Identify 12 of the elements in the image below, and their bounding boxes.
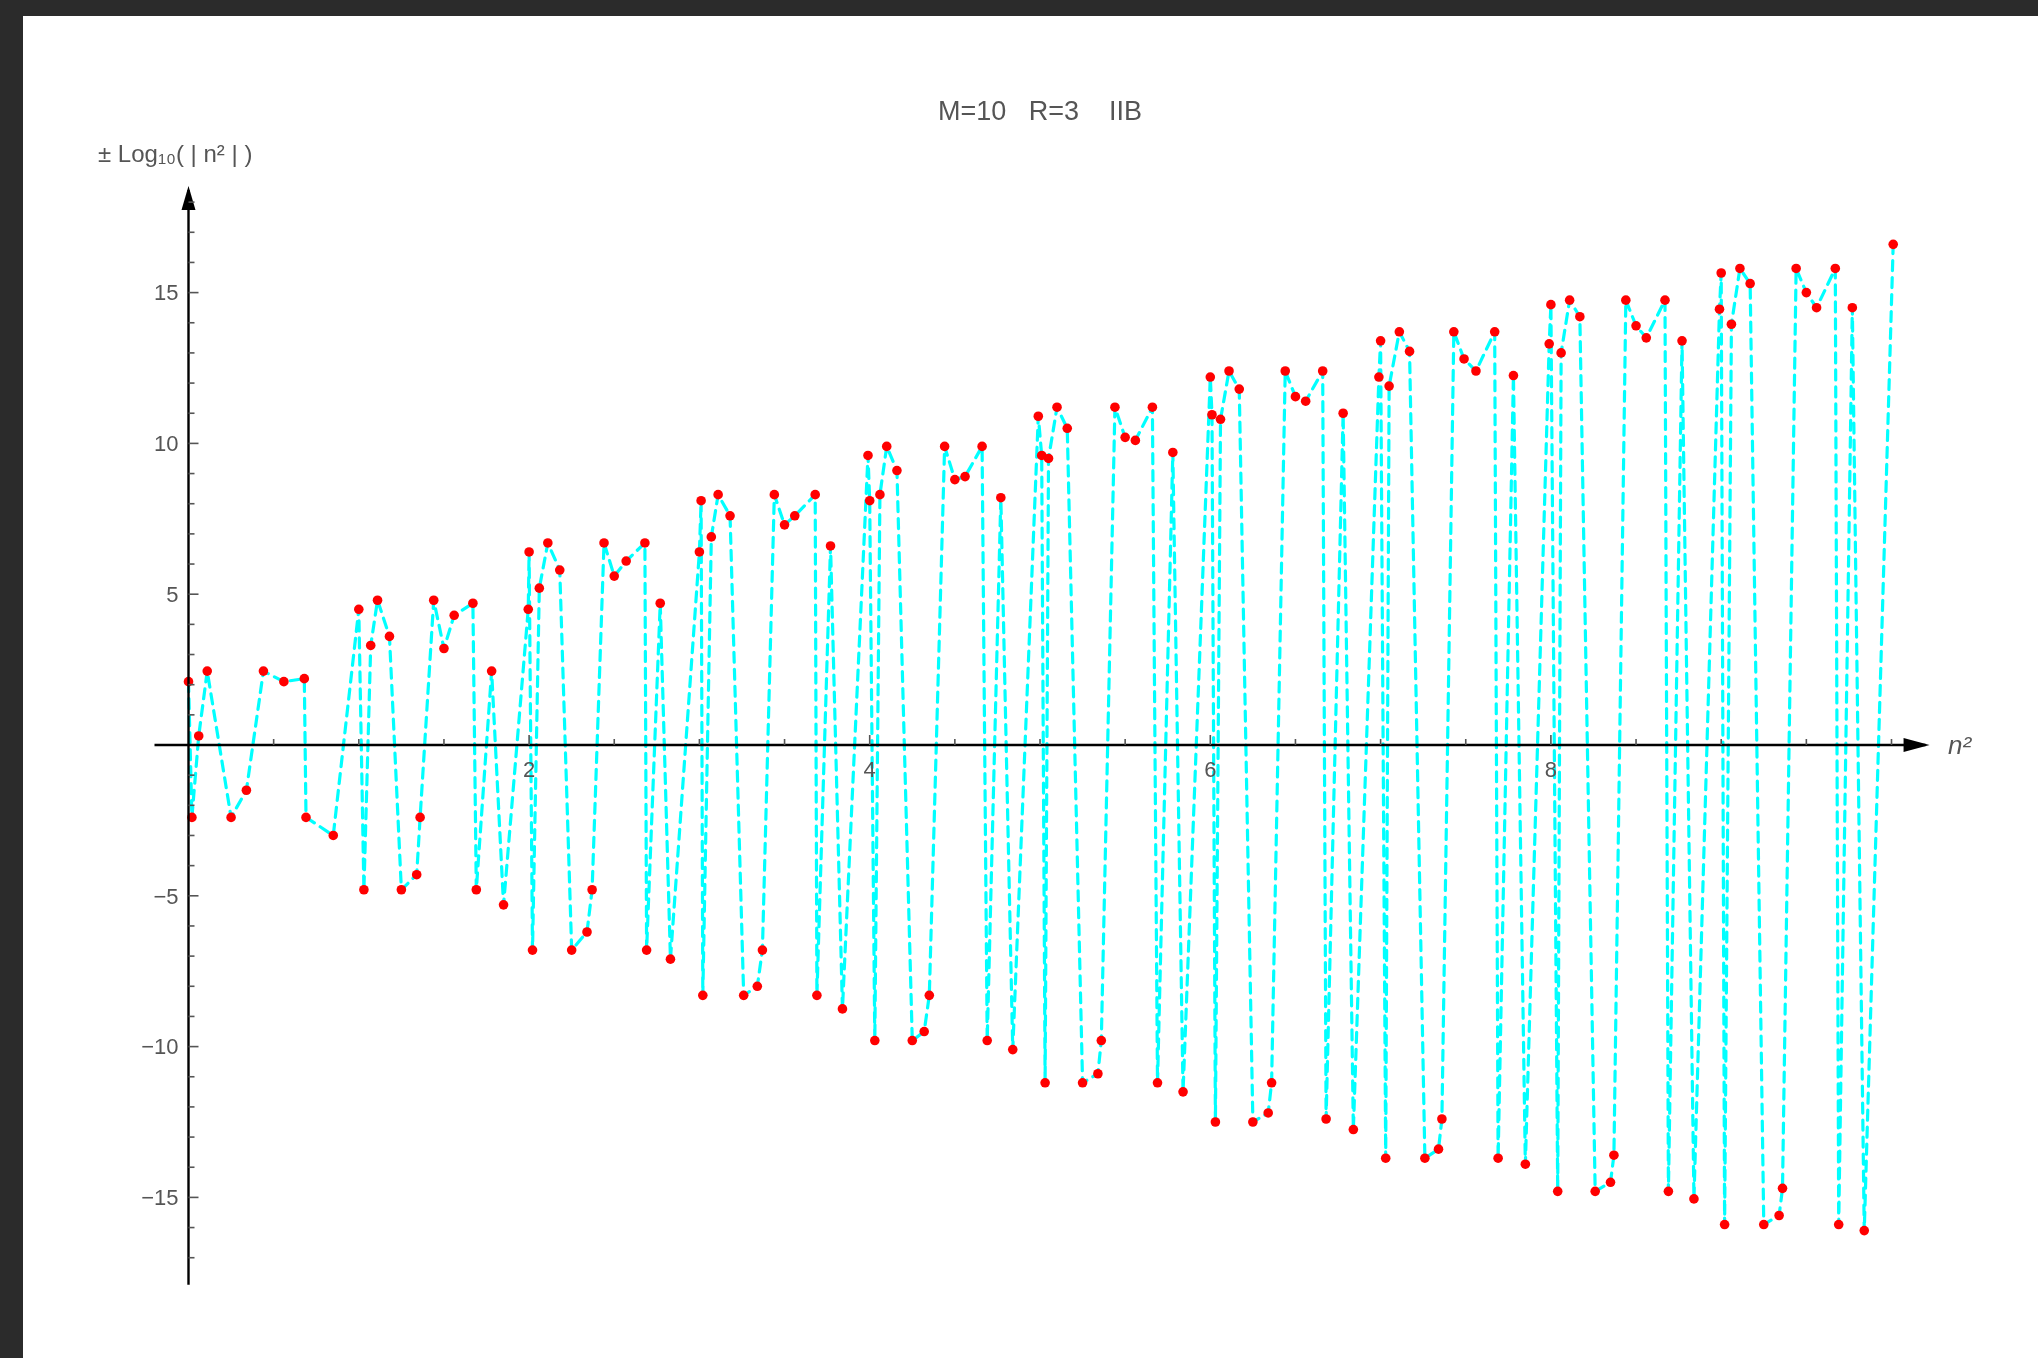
y-tick-label: −5 — [153, 883, 179, 909]
x-tick-label: 6 — [1204, 757, 1217, 782]
y-tick-label: 10 — [154, 431, 179, 457]
y-tick-label: −10 — [141, 1034, 179, 1060]
y-tick-label: 15 — [154, 280, 179, 306]
y-axis-title: ± Log₁₀( | n² | ) — [98, 140, 253, 167]
x-tick-label: 2 — [522, 757, 536, 782]
x-tick-label: 4 — [863, 757, 876, 782]
y-tick-label: 5 — [166, 581, 179, 607]
chart-title: M=10 R=3 IIB — [937, 96, 1143, 126]
y-tick-label: −15 — [141, 1185, 179, 1211]
x-axis-title: n² — [1948, 730, 1973, 760]
